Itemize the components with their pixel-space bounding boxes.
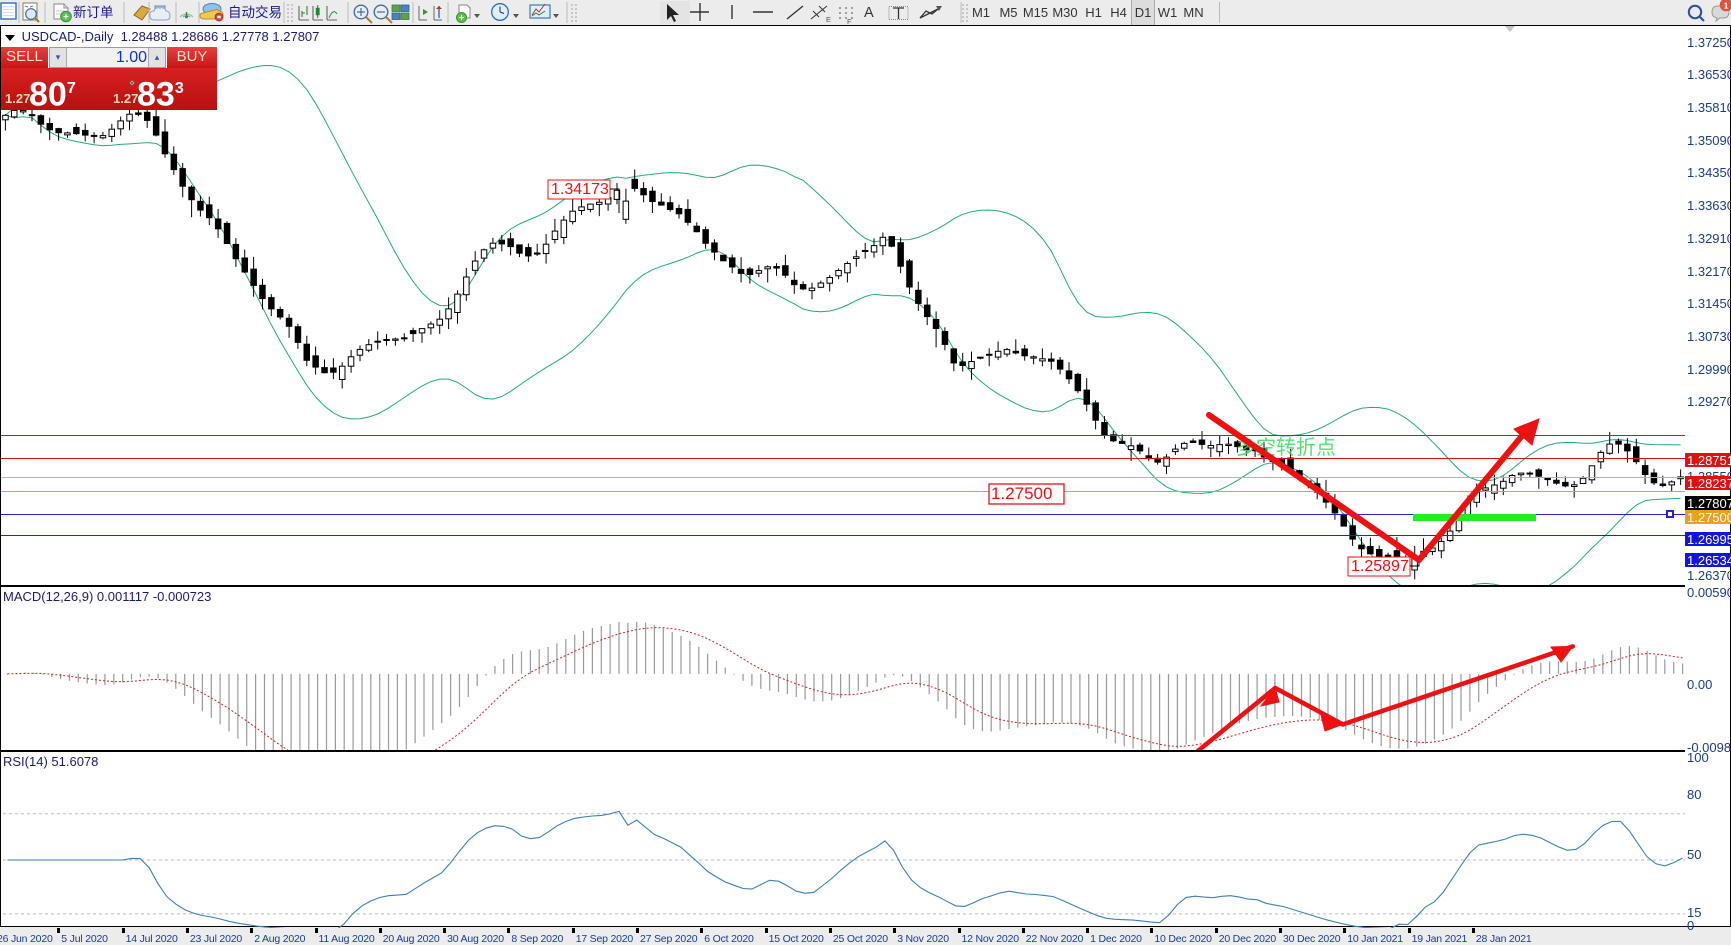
svg-text:1.34173: 1.34173 <box>551 181 609 198</box>
svg-text:自动交易: 自动交易 <box>228 4 282 20</box>
svg-text:F: F <box>847 17 852 25</box>
svg-text:1.25897: 1.25897 <box>1351 558 1409 575</box>
svg-text:A: A <box>864 5 874 21</box>
svg-text:1: 1 <box>1724 0 1729 10</box>
svg-text:E: E <box>826 15 831 24</box>
svg-text:1.27500: 1.27500 <box>991 484 1052 503</box>
svg-text:新订单: 新订单 <box>73 5 114 20</box>
